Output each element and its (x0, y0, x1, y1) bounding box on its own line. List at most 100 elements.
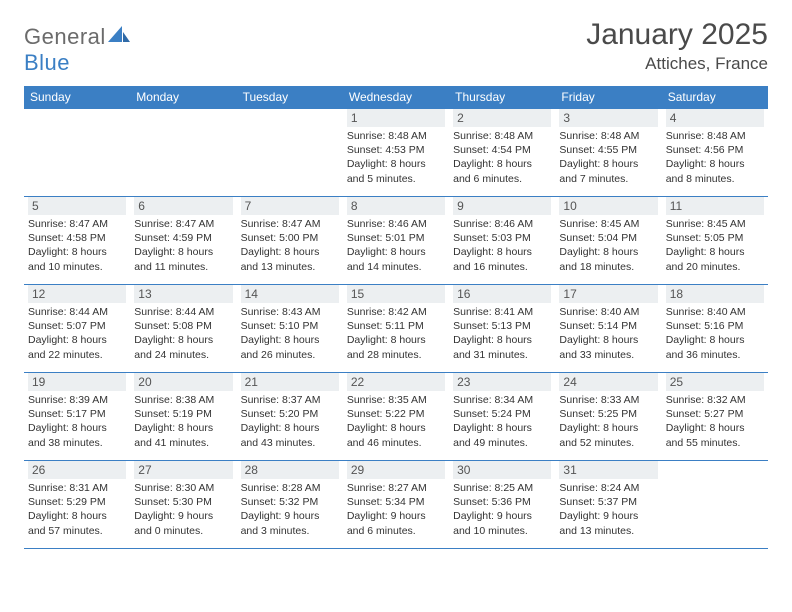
day-number: 10 (559, 197, 657, 215)
location-label: Attiches, France (586, 54, 768, 74)
daylight-line: Daylight: 8 hours and 55 minutes. (666, 421, 764, 449)
day-number: 15 (347, 285, 445, 303)
sunset-line: Sunset: 5:22 PM (347, 407, 445, 421)
day-header-cell: Saturday (662, 86, 768, 109)
daylight-line: Daylight: 8 hours and 46 minutes. (347, 421, 445, 449)
day-cell: 27 Sunrise: 8:30 AMSunset: 5:30 PMDayligh… (130, 461, 236, 549)
sail-icon (108, 24, 130, 50)
day-cell-inner: 10Sunrise: 8:45 AMSunset: 5:04 PMDayligh… (555, 197, 661, 276)
day-cell: 9Sunrise: 8:46 AMSunset: 5:03 PMDaylight… (449, 197, 555, 285)
day-cell-inner: 28Sunrise: 8:28 AMSunset: 5:32 PMDayligh… (237, 461, 343, 540)
week-row: 26 Sunrise: 8:31 AMSunset: 5:29 PM Dayligh… (24, 461, 768, 549)
sunset-line: Sunset: 4:54 PM (453, 143, 551, 157)
day-cell: 22Sunrise: 8:35 AMSunset: 5:22 PMDayligh… (343, 373, 449, 461)
day-number: 11 (666, 197, 764, 215)
sunset-line: Sunset: 5:20 PM (241, 407, 339, 421)
daylight-line: Daylight: 8 hours and 5 minutes. (347, 157, 445, 185)
week-row: 12 Sunrise: 8:44 AMSunset: 5:07 PM Dayligh… (24, 285, 768, 373)
day-cell (662, 461, 768, 549)
day-cell: 2Sunrise: 8:48 AMSunset: 4:54 PMDaylight… (449, 109, 555, 197)
day-cell (24, 109, 130, 197)
sunset-line: Sunset: 5:30 PM (134, 495, 232, 509)
sunrise-line: Sunrise: 8:32 AM (666, 393, 764, 407)
daylight-line: Daylight: 9 hours and 3 minutes. (241, 509, 339, 537)
day-cell: 6Sunrise: 8:47 AMSunset: 4:59 PMDaylight… (130, 197, 236, 285)
sunset-line: Sunset: 5:37 PM (559, 495, 657, 509)
sunset-line: Sunset: 5:14 PM (559, 319, 657, 333)
daylight-line: Daylight: 8 hours and 16 minutes. (453, 245, 551, 273)
daylight-line: Daylight: 8 hours and 28 minutes. (347, 333, 445, 361)
day-number: 18 (666, 285, 764, 303)
sunset-line: Sunset: 5:05 PM (666, 231, 764, 245)
day-number: 13 (134, 285, 232, 303)
daylight-line: Daylight: 8 hours and 24 minutes. (134, 333, 232, 361)
day-number: 31 (559, 461, 657, 479)
day-cell: 28Sunrise: 8:28 AMSunset: 5:32 PMDayligh… (237, 461, 343, 549)
day-number: 22 (347, 373, 445, 391)
sunrise-line: Sunrise: 8:38 AM (134, 393, 232, 407)
day-cell: 13Sunrise: 8:44 AMSunset: 5:08 PMDayligh… (130, 285, 236, 373)
sunrise-line: Sunrise: 8:31 AM (28, 481, 126, 495)
day-cell-inner: 9Sunrise: 8:46 AMSunset: 5:03 PMDaylight… (449, 197, 555, 276)
day-cell-inner: 12Sunrise: 8:44 AMSunset: 5:07 PMDayligh… (24, 285, 130, 364)
day-header-cell: Friday (555, 86, 661, 109)
sunset-line: Sunset: 5:29 PM (28, 495, 126, 509)
day-number: 23 (453, 373, 551, 391)
day-number: 8 (347, 197, 445, 215)
sunset-line: Sunset: 5:24 PM (453, 407, 551, 421)
day-number: 28 (241, 461, 339, 479)
day-cell: 24Sunrise: 8:33 AMSunset: 5:25 PMDayligh… (555, 373, 661, 461)
sunrise-line: Sunrise: 8:39 AM (28, 393, 126, 407)
day-header-cell: Tuesday (237, 86, 343, 109)
sunset-line: Sunset: 5:10 PM (241, 319, 339, 333)
day-header-row: SundayMondayTuesdayWednesdayThursdayFrid… (24, 86, 768, 109)
sunset-line: Sunset: 5:19 PM (134, 407, 232, 421)
day-header-cell: Sunday (24, 86, 130, 109)
day-cell-inner: 15 Sunrise: 8:42 AMSunset: 5:11 PMDayligh… (343, 285, 449, 364)
day-cell-inner: 25Sunrise: 8:32 AMSunset: 5:27 PMDayligh… (662, 373, 768, 452)
day-cell-inner: 18Sunrise: 8:40 AMSunset: 5:16 PMDayligh… (662, 285, 768, 364)
day-number: 14 (241, 285, 339, 303)
day-number: 27 (134, 461, 232, 479)
sunrise-line: Sunrise: 8:30 AM (134, 481, 232, 495)
sunrise-line: Sunrise: 8:28 AM (241, 481, 339, 495)
sunrise-line: Sunrise: 8:42 AM (347, 305, 445, 319)
day-cell (237, 109, 343, 197)
day-number: 12 (28, 285, 126, 303)
daylight-line: Daylight: 8 hours and 18 minutes. (559, 245, 657, 273)
sunrise-line: Sunrise: 8:43 AM (241, 305, 339, 319)
sunrise-line: Sunrise: 8:40 AM (666, 305, 764, 319)
day-cell-inner: 1Sunrise: 8:48 AMSunset: 4:53 PMDaylight… (343, 109, 449, 188)
daylight-line: Daylight: 9 hours and 0 minutes. (134, 509, 232, 537)
day-number: 2 (453, 109, 551, 127)
day-cell-inner: 21Sunrise: 8:37 AMSunset: 5:20 PMDayligh… (237, 373, 343, 452)
daylight-line: Daylight: 8 hours and 43 minutes. (241, 421, 339, 449)
calendar-page: General Blue January 2025 Attiches, Fran… (0, 0, 792, 549)
day-cell: 31Sunrise: 8:24 AMSunset: 5:37 PMDayligh… (555, 461, 661, 549)
day-cell: 5Sunrise: 8:47 AMSunset: 4:58 PMDaylight… (24, 197, 130, 285)
sunset-line: Sunset: 5:11 PM (347, 319, 445, 333)
sunset-line: Sunset: 5:07 PM (28, 319, 126, 333)
day-cell: 19Sunrise: 8:39 AMSunset: 5:17 PMDayligh… (24, 373, 130, 461)
day-cell: 16Sunrise: 8:41 AMSunset: 5:13 PMDayligh… (449, 285, 555, 373)
sunrise-line: Sunrise: 8:44 AM (28, 305, 126, 319)
day-cell: 23Sunrise: 8:34 AMSunset: 5:24 PMDayligh… (449, 373, 555, 461)
daylight-line: Daylight: 8 hours and 13 minutes. (241, 245, 339, 273)
day-number: 26 (28, 461, 126, 479)
daylight-line: Daylight: 9 hours and 10 minutes. (453, 509, 551, 537)
day-cell: 30Sunrise: 8:25 AMSunset: 5:36 PMDayligh… (449, 461, 555, 549)
day-cell-inner: 2Sunrise: 8:48 AMSunset: 4:54 PMDaylight… (449, 109, 555, 188)
day-cell-inner: 13Sunrise: 8:44 AMSunset: 5:08 PMDayligh… (130, 285, 236, 364)
day-cell-inner: 19Sunrise: 8:39 AMSunset: 5:17 PMDayligh… (24, 373, 130, 452)
day-cell-inner: 22Sunrise: 8:35 AMSunset: 5:22 PMDayligh… (343, 373, 449, 452)
day-number: 1 (347, 109, 445, 127)
sunset-line: Sunset: 5:00 PM (241, 231, 339, 245)
day-number: 20 (134, 373, 232, 391)
title-block: January 2025 Attiches, France (586, 18, 768, 74)
day-header-cell: Thursday (449, 86, 555, 109)
sunset-line: Sunset: 4:56 PM (666, 143, 764, 157)
day-cell-inner: 17Sunrise: 8:40 AMSunset: 5:14 PMDayligh… (555, 285, 661, 364)
day-cell-inner: 11Sunrise: 8:45 AMSunset: 5:05 PMDayligh… (662, 197, 768, 276)
day-number: 30 (453, 461, 551, 479)
calendar-body: 1Sunrise: 8:48 AMSunset: 4:53 PMDaylight… (24, 109, 768, 549)
